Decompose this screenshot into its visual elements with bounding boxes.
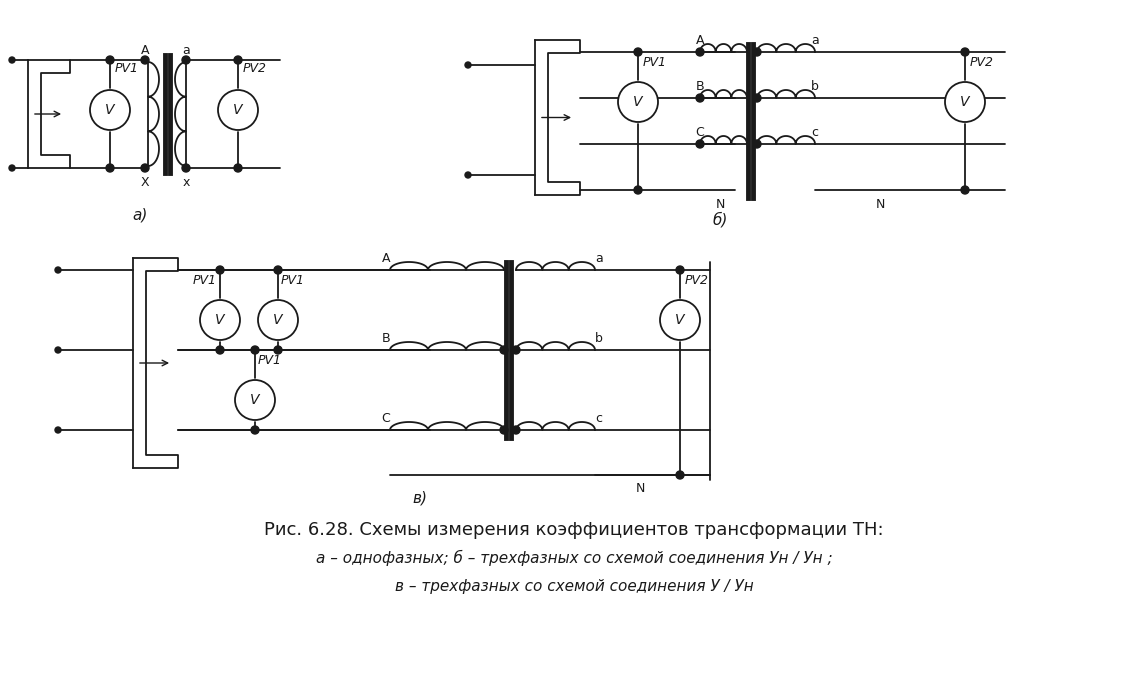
Circle shape <box>183 164 191 172</box>
Text: A: A <box>696 34 704 47</box>
Circle shape <box>234 56 242 64</box>
Circle shape <box>753 48 761 56</box>
Circle shape <box>235 380 276 420</box>
Circle shape <box>945 82 985 122</box>
Text: N: N <box>875 198 885 211</box>
Circle shape <box>696 140 704 148</box>
Circle shape <box>106 56 114 64</box>
Text: а): а) <box>132 207 148 223</box>
Circle shape <box>676 266 684 274</box>
Circle shape <box>634 48 642 56</box>
Text: V: V <box>960 95 970 109</box>
Text: b: b <box>595 333 603 346</box>
Circle shape <box>216 266 224 274</box>
Circle shape <box>696 48 704 56</box>
Circle shape <box>9 57 15 63</box>
Text: V: V <box>273 313 282 327</box>
Text: A: A <box>141 43 149 57</box>
Circle shape <box>465 62 471 68</box>
Circle shape <box>251 346 259 354</box>
Circle shape <box>55 347 61 353</box>
Circle shape <box>141 164 149 172</box>
Circle shape <box>55 267 61 273</box>
Text: a: a <box>183 43 189 57</box>
Circle shape <box>512 346 520 354</box>
Circle shape <box>961 186 969 194</box>
Circle shape <box>183 56 191 64</box>
Text: B: B <box>381 333 390 346</box>
Text: б): б) <box>712 212 728 228</box>
Text: V: V <box>233 103 242 117</box>
Text: PV2: PV2 <box>243 61 267 74</box>
Circle shape <box>274 266 282 274</box>
Circle shape <box>512 426 520 434</box>
Text: B: B <box>696 80 705 94</box>
Circle shape <box>90 90 130 130</box>
Text: в): в) <box>412 491 427 506</box>
Circle shape <box>216 346 224 354</box>
Text: PV2: PV2 <box>970 55 994 68</box>
Text: PV1: PV1 <box>115 61 139 74</box>
Text: PV1: PV1 <box>643 55 667 68</box>
Circle shape <box>753 94 761 102</box>
Circle shape <box>618 82 658 122</box>
Text: N: N <box>635 483 645 495</box>
Circle shape <box>696 94 704 102</box>
Circle shape <box>660 300 700 340</box>
Circle shape <box>501 426 509 434</box>
Text: V: V <box>634 95 643 109</box>
Circle shape <box>200 300 240 340</box>
Circle shape <box>465 172 471 178</box>
Circle shape <box>55 427 61 433</box>
Circle shape <box>274 346 282 354</box>
Text: c: c <box>595 412 602 425</box>
Text: в – трехфазных со схемой соединения У / Ун: в – трехфазных со схемой соединения У / … <box>395 578 753 593</box>
Circle shape <box>258 300 298 340</box>
Circle shape <box>676 471 684 479</box>
Text: V: V <box>250 393 259 407</box>
Text: Рис. 6.28. Схемы измерения коэффициентов трансформации ТН:: Рис. 6.28. Схемы измерения коэффициентов… <box>264 521 884 539</box>
Text: X: X <box>141 176 149 188</box>
Text: A: A <box>381 252 390 265</box>
Circle shape <box>634 186 642 194</box>
Text: x: x <box>183 176 189 188</box>
Circle shape <box>501 346 509 354</box>
Text: PV1: PV1 <box>193 273 217 286</box>
Circle shape <box>141 56 149 64</box>
Text: PV1: PV1 <box>281 273 305 286</box>
Circle shape <box>234 164 242 172</box>
Circle shape <box>218 90 258 130</box>
Circle shape <box>106 164 114 172</box>
Text: N: N <box>715 198 724 211</box>
Text: PV1: PV1 <box>258 354 282 367</box>
Text: V: V <box>216 313 225 327</box>
Text: a: a <box>595 252 603 265</box>
Text: PV2: PV2 <box>685 273 709 286</box>
Text: C: C <box>696 126 705 140</box>
Text: V: V <box>106 103 115 117</box>
Text: a: a <box>812 34 819 47</box>
Circle shape <box>9 165 15 171</box>
Text: c: c <box>812 126 819 140</box>
Text: C: C <box>381 412 390 425</box>
Circle shape <box>961 48 969 56</box>
Text: V: V <box>675 313 684 327</box>
Circle shape <box>753 140 761 148</box>
Circle shape <box>251 426 259 434</box>
Text: b: b <box>812 80 819 94</box>
Text: а – однофазных; б – трехфазных со схемой соединения Ун / Ун ;: а – однофазных; б – трехфазных со схемой… <box>316 550 832 566</box>
